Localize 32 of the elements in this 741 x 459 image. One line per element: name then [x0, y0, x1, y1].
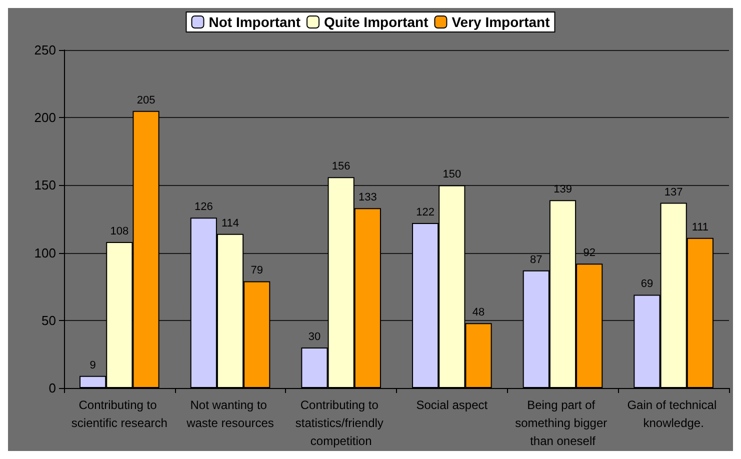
y-tick-label: 250 — [34, 42, 56, 58]
legend-label: Quite Important — [324, 14, 429, 30]
legend-label: Not Important — [208, 14, 301, 30]
data-label: 156 — [332, 160, 350, 173]
y-tick-label: 100 — [34, 245, 56, 260]
data-label: 114 — [221, 217, 240, 230]
x-tick-label: Gain of technical knowledge. — [627, 398, 720, 430]
legend-label: Very Important — [452, 14, 550, 30]
data-label: 79 — [250, 264, 263, 277]
y-tick-label: 50 — [42, 312, 56, 328]
x-tick-label: Not wanting to waste resources — [186, 398, 274, 430]
x-tick-label: Being part of something bigger than oneself — [515, 398, 610, 448]
data-label: 111 — [692, 221, 709, 234]
data-label: 126 — [194, 201, 213, 214]
data-label: 108 — [110, 225, 129, 238]
data-label: 122 — [416, 206, 434, 219]
data-label: 48 — [472, 306, 485, 319]
y-tick-label: 0 — [48, 380, 56, 396]
data-label: 139 — [554, 184, 572, 196]
data-label: 30 — [308, 330, 321, 343]
data-label: 205 — [136, 94, 156, 106]
x-tick-label: Social aspect — [416, 398, 488, 412]
y-tick-label: 200 — [34, 110, 56, 126]
x-tick-label: Contributing to statistics/friendly competition — [295, 398, 387, 448]
data-label: 9 — [90, 359, 96, 372]
data-label: 150 — [442, 168, 462, 181]
data-label: 69 — [640, 278, 654, 290]
y-tick-label: 150 — [34, 178, 56, 193]
data-label: 133 — [358, 192, 377, 204]
x-tick-label: Contributing to scientific research — [71, 398, 168, 430]
data-label: 137 — [664, 186, 683, 198]
data-label: 87 — [530, 254, 542, 266]
